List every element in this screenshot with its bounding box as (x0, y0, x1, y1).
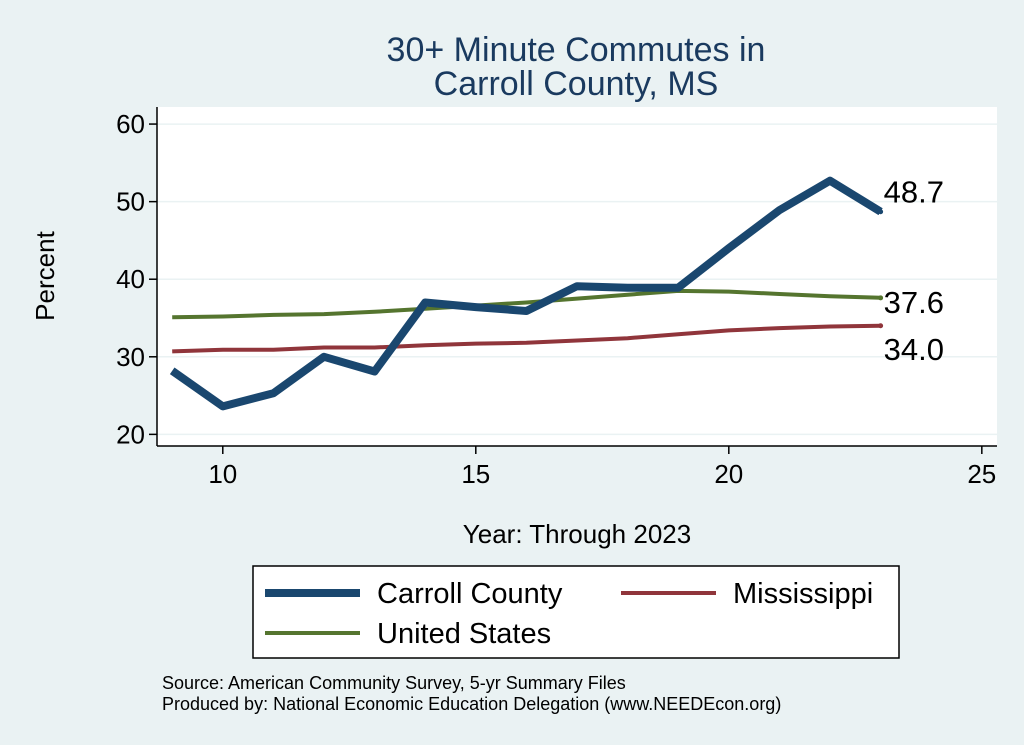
end-point-mississippi (878, 323, 884, 329)
series-lines (169, 176, 884, 411)
x-tick-label-20: 20 (714, 459, 743, 489)
plot-area (157, 107, 997, 446)
end-labels: 34.0 37.6 48.7 (884, 175, 944, 367)
end-point-carroll-county (878, 209, 884, 215)
source-note: Source: American Community Survey, 5-yr … (162, 673, 626, 693)
x-tick-label-15: 15 (461, 459, 490, 489)
series-line-carroll-county (169, 176, 883, 411)
legend-label-mississippi: Mississippi (733, 578, 873, 610)
end-label-carroll-county: 48.7 (884, 175, 944, 210)
x-axis-ticks: 10 15 20 25 (208, 446, 996, 489)
legend-label-carroll-county: Carroll County (377, 578, 563, 610)
y-tick-label-50: 50 (116, 187, 145, 217)
end-label-united-states: 37.6 (884, 285, 944, 320)
chart-title-line-1: 30+ Minute Commutes in (387, 31, 766, 69)
end-label-mississippi: 34.0 (884, 332, 944, 367)
series-line-united-states (172, 288, 881, 320)
y-tick-label-40: 40 (116, 264, 145, 294)
x-tick-label-25: 25 (967, 459, 996, 489)
producer-note: Produced by: National Economic Education… (162, 694, 781, 714)
y-tick-label-60: 60 (116, 109, 145, 139)
legend-label-united-states: United States (377, 618, 551, 650)
y-tick-label-20: 20 (116, 419, 145, 449)
series-line-mississippi (172, 323, 881, 354)
x-axis-label: Year: Through 2023 (463, 519, 691, 549)
y-axis-label: Percent (30, 230, 60, 320)
y-axis-ticks: 20 30 40 50 60 (116, 109, 157, 449)
y-tick-label-30: 30 (116, 342, 145, 372)
end-point-united-states (878, 295, 884, 301)
chart-title-line-2: Carroll County, MS (434, 65, 719, 103)
legend-box (252, 565, 900, 659)
x-tick-label-10: 10 (208, 459, 237, 489)
